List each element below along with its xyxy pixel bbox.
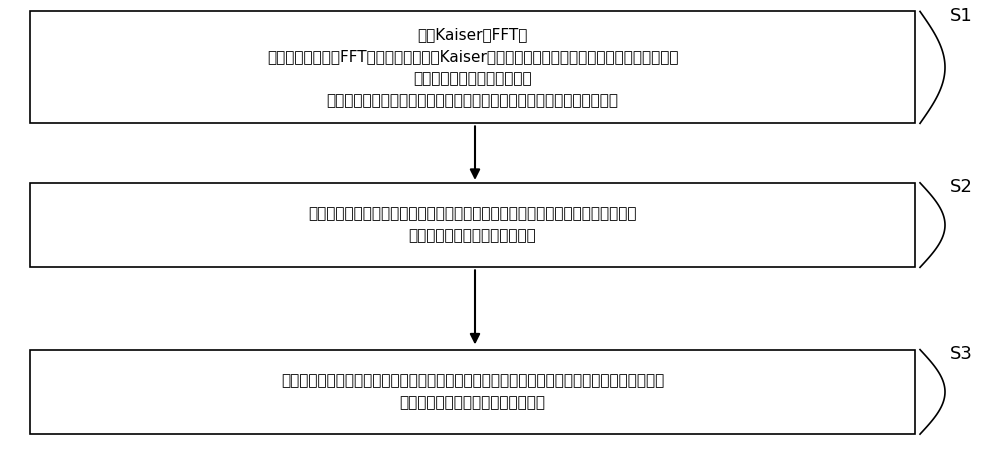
Text: 间谐波的幅值、相位和频率参量: 间谐波的幅值、相位和频率参量 — [409, 228, 536, 244]
Text: 幅值得到信号基波、谐波和间谐波的通用幅值、相位和频率插值修正公式: 幅值得到信号基波、谐波和间谐波的通用幅值、相位和频率插值修正公式 — [327, 93, 618, 108]
Text: 两侧最大谱线和次最大谱线的: 两侧最大谱线和次最大谱线的 — [413, 71, 532, 86]
FancyBboxPatch shape — [30, 11, 915, 123]
Text: 能、谐波电能、间谐波电能和总电能: 能、谐波电能、间谐波电能和总电能 — [400, 395, 546, 410]
Text: 峰插值修正公式、FFT的频移性和窗函数Kaiser的频谱在基波、谐波和间谐波峰值频率点左、右: 峰插值修正公式、FFT的频移性和窗函数Kaiser的频谱在基波、谐波和间谐波峰值… — [267, 49, 678, 64]
Text: S3: S3 — [950, 345, 973, 363]
Text: S1: S1 — [950, 7, 973, 25]
Text: 根据通用幅值、相位和频率修正公式计算被测电压信号、电流信号的基波、谐波和: 根据通用幅值、相位和频率修正公式计算被测电压信号、电流信号的基波、谐波和 — [308, 207, 637, 222]
Text: S2: S2 — [950, 178, 973, 196]
FancyBboxPatch shape — [30, 350, 915, 434]
FancyBboxPatch shape — [30, 183, 915, 267]
Text: 基于Kaiser窗FFT单: 基于Kaiser窗FFT单 — [417, 27, 528, 42]
Text: 根据被测电压信号、电流信号的基波、谐波和间谐波的幅值、相位和频率参量分别计算出基波电: 根据被测电压信号、电流信号的基波、谐波和间谐波的幅值、相位和频率参量分别计算出基… — [281, 373, 664, 388]
